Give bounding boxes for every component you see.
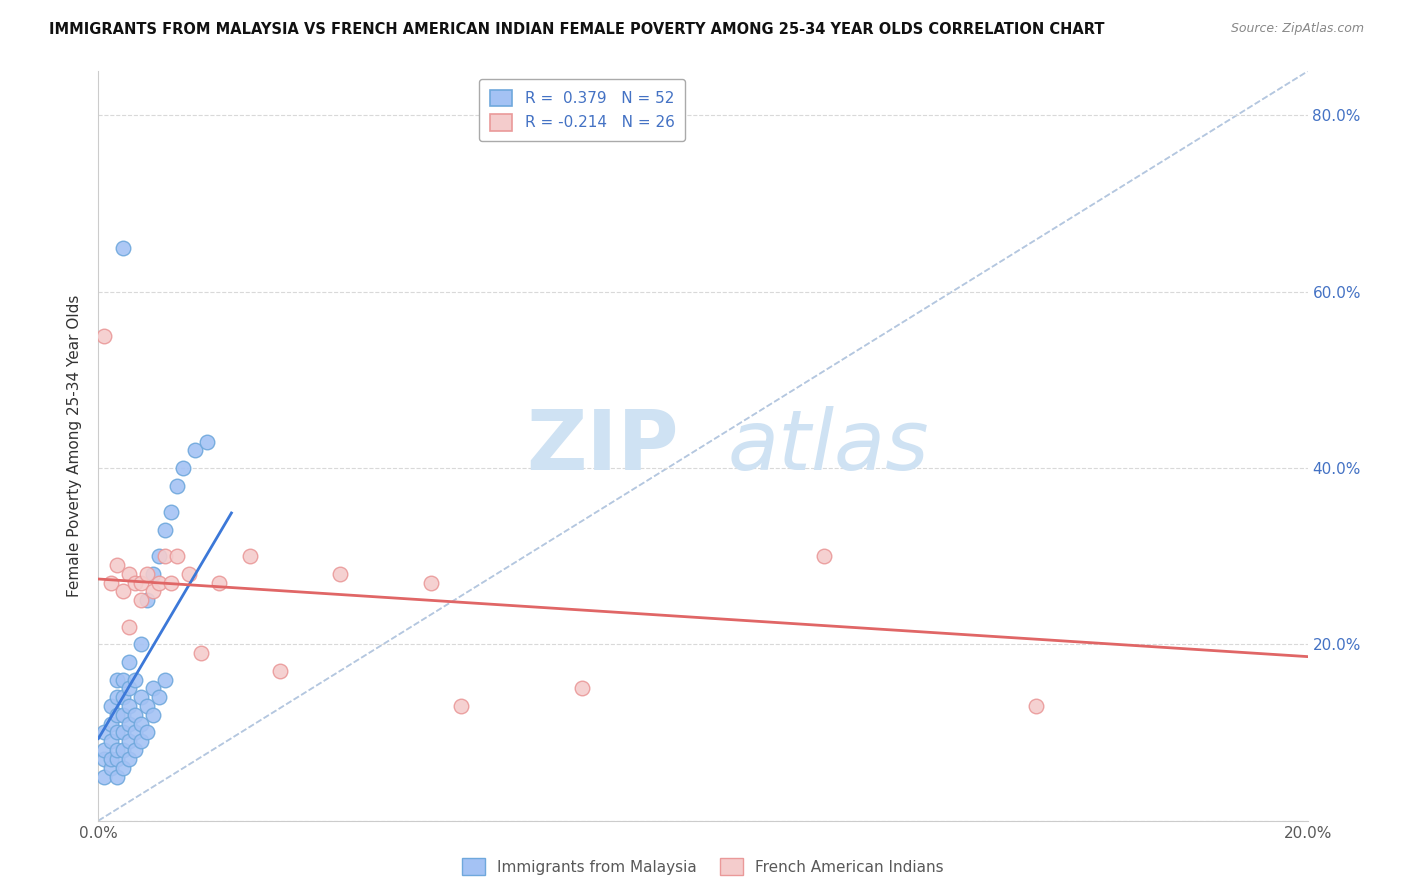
Text: atlas: atlas <box>727 406 929 486</box>
Point <box>118 734 141 748</box>
Point <box>166 478 188 492</box>
Point <box>571 681 593 696</box>
Point <box>105 725 128 739</box>
Point <box>111 673 134 687</box>
Point <box>142 707 165 722</box>
Point <box>148 575 170 590</box>
Point <box>160 575 183 590</box>
Y-axis label: Female Poverty Among 25-34 Year Olds: Female Poverty Among 25-34 Year Olds <box>67 295 83 597</box>
Point <box>118 699 141 714</box>
Point <box>118 655 141 669</box>
Point <box>239 549 262 564</box>
Point <box>153 549 176 564</box>
Point <box>105 690 128 705</box>
Point <box>124 575 146 590</box>
Point <box>100 716 122 731</box>
Point <box>142 681 165 696</box>
Point <box>93 725 115 739</box>
Point <box>129 575 152 590</box>
Point <box>142 566 165 581</box>
Point <box>148 690 170 705</box>
Text: IMMIGRANTS FROM MALAYSIA VS FRENCH AMERICAN INDIAN FEMALE POVERTY AMONG 25-34 YE: IMMIGRANTS FROM MALAYSIA VS FRENCH AMERI… <box>49 22 1105 37</box>
Point <box>100 761 122 775</box>
Point <box>129 734 152 748</box>
Point <box>129 690 152 705</box>
Point <box>1024 699 1046 714</box>
Point <box>135 566 157 581</box>
Point <box>111 241 134 255</box>
Point <box>118 620 141 634</box>
Point <box>124 707 146 722</box>
Text: ZIP: ZIP <box>526 406 679 486</box>
Point <box>100 699 122 714</box>
Legend: Immigrants from Malaysia, French American Indians: Immigrants from Malaysia, French America… <box>454 851 952 882</box>
Point <box>93 328 115 343</box>
Point <box>105 673 128 687</box>
Point <box>93 743 115 757</box>
Point <box>166 549 188 564</box>
Point <box>813 549 835 564</box>
Point <box>129 716 152 731</box>
Point <box>184 443 207 458</box>
Point <box>208 575 231 590</box>
Point <box>153 523 176 537</box>
Point <box>160 505 183 519</box>
Point <box>118 681 141 696</box>
Legend: R =  0.379   N = 52, R = -0.214   N = 26: R = 0.379 N = 52, R = -0.214 N = 26 <box>479 79 685 141</box>
Point <box>142 584 165 599</box>
Point <box>118 716 141 731</box>
Point <box>135 725 157 739</box>
Point <box>450 699 472 714</box>
Point <box>135 593 157 607</box>
Point <box>124 673 146 687</box>
Point <box>172 461 194 475</box>
Point <box>111 761 134 775</box>
Point <box>190 646 212 660</box>
Point <box>111 743 134 757</box>
Point <box>93 770 115 784</box>
Point <box>111 584 134 599</box>
Point <box>111 707 134 722</box>
Point <box>100 575 122 590</box>
Point <box>420 575 443 590</box>
Point <box>124 725 146 739</box>
Point <box>100 734 122 748</box>
Point <box>153 673 176 687</box>
Point <box>118 566 141 581</box>
Point <box>129 593 152 607</box>
Point <box>93 752 115 766</box>
Point <box>105 743 128 757</box>
Point <box>105 752 128 766</box>
Point <box>195 434 218 449</box>
Point <box>179 566 201 581</box>
Point <box>129 637 152 651</box>
Point <box>105 558 128 572</box>
Point <box>111 690 134 705</box>
Point <box>111 725 134 739</box>
Text: Source: ZipAtlas.com: Source: ZipAtlas.com <box>1230 22 1364 36</box>
Point <box>329 566 352 581</box>
Point <box>118 752 141 766</box>
Point <box>124 743 146 757</box>
Point <box>105 770 128 784</box>
Point <box>269 664 291 678</box>
Point <box>135 699 157 714</box>
Point <box>105 707 128 722</box>
Point <box>148 549 170 564</box>
Point <box>100 752 122 766</box>
